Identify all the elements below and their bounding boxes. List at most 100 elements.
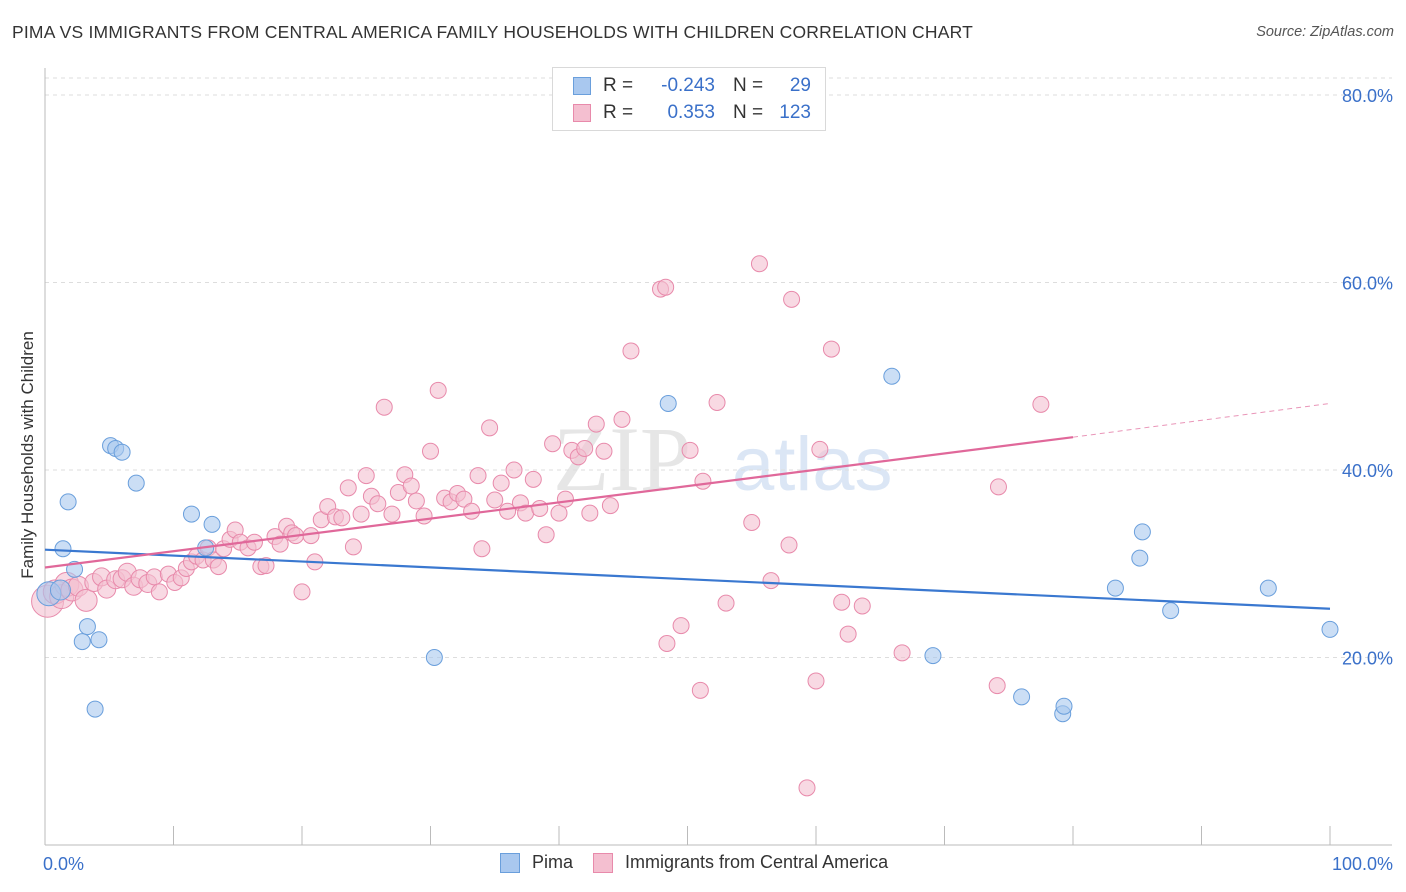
immigrants-point: [375, 398, 393, 416]
immigrants-point: [383, 505, 401, 523]
series-swatch-immigrants: [593, 852, 614, 873]
pima-point: [54, 540, 72, 558]
immigrants-point: [672, 617, 690, 635]
pima-point: [1106, 579, 1124, 597]
source-label: Source: ZipAtlas.com: [1256, 24, 1394, 40]
immigrants-point: [595, 442, 613, 460]
immigrants-point: [352, 505, 370, 523]
immigrants-point: [893, 644, 911, 662]
immigrants-point: [339, 479, 357, 497]
pima-trend-line: [44, 548, 1331, 610]
immigrants-point: [531, 499, 549, 517]
immigrants-point: [587, 415, 605, 433]
immigrants-point: [807, 672, 825, 690]
immigrants-point: [613, 410, 631, 428]
pima-point: [1055, 697, 1073, 715]
immigrants-point: [407, 492, 425, 510]
immigrants-point: [344, 538, 362, 556]
immigrants-point: [1032, 395, 1050, 413]
immigrants-point: [691, 681, 709, 699]
pima-point: [425, 649, 443, 666]
immigrants-point: [853, 597, 871, 615]
pima-point: [78, 618, 96, 636]
series-label-immigrants: Immigrants from Central America: [625, 852, 889, 872]
immigrants-point: [415, 507, 433, 525]
immigrants-point: [822, 340, 840, 358]
x-tick-label: 0.0%: [43, 854, 84, 874]
series-legend-pima[interactable]: Pima: [500, 852, 573, 873]
pima-point: [127, 474, 145, 492]
series-legend-immigrants[interactable]: Immigrants from Central America: [593, 852, 888, 873]
immigrants-point: [798, 779, 816, 797]
immigrants-point: [455, 490, 473, 508]
pima-point: [203, 515, 221, 533]
immigrants-point: [209, 558, 227, 576]
series-swatch-pima: [500, 852, 520, 873]
immigrants-point: [581, 504, 599, 522]
immigrants-point: [271, 535, 289, 553]
pima-point: [883, 367, 901, 385]
y-tick-label: 80.0%: [1342, 86, 1393, 106]
pima-point: [113, 443, 131, 461]
immigrants-point: [833, 593, 851, 611]
legend-r-label: R =: [603, 75, 634, 96]
pima-point: [182, 505, 200, 523]
legend-r-value: -0.243: [661, 75, 715, 96]
immigrants-point: [74, 588, 98, 612]
immigrants-point: [694, 472, 712, 490]
immigrants-point: [657, 278, 675, 296]
y-tick-label: 60.0%: [1342, 274, 1393, 294]
series-legend: Pima Immigrants from Central America: [500, 852, 908, 873]
pima-point: [1131, 549, 1149, 567]
series-label-pima: Pima: [532, 852, 574, 872]
immigrants-point: [762, 572, 780, 590]
pima-point: [1162, 602, 1180, 620]
immigrants-point: [780, 536, 798, 554]
immigrants-point: [429, 381, 447, 399]
correlation-legend: R = -0.243 N = 29 R = 0.353 N = 123: [552, 67, 826, 131]
pima-point: [659, 394, 677, 412]
pima-point: [924, 647, 942, 665]
immigrants-point: [473, 540, 491, 558]
immigrants-point: [556, 490, 574, 508]
immigrants-point: [150, 583, 168, 601]
immigrants-point: [681, 441, 699, 459]
immigrants-point: [486, 491, 504, 509]
immigrants-point: [750, 255, 768, 273]
pima-point: [1013, 688, 1031, 706]
legend-r-value: 0.353: [667, 102, 715, 123]
immigrants-point: [537, 526, 555, 544]
immigrants-point: [708, 394, 726, 411]
immigrants-point: [622, 342, 640, 360]
immigrants-point: [601, 497, 619, 515]
legend-n-label: N =: [733, 75, 764, 96]
pima-point: [86, 700, 104, 718]
pima-point: [1133, 523, 1151, 541]
immigrants-trend-extension: [1072, 402, 1331, 438]
immigrants-point: [293, 583, 311, 601]
immigrants-point: [550, 504, 568, 522]
immigrants-point: [463, 502, 481, 520]
legend-n-value: 123: [779, 102, 811, 123]
immigrants-point: [422, 442, 439, 460]
chart-title: PIMA VS IMMIGRANTS FROM CENTRAL AMERICA …: [12, 22, 973, 42]
legend-r-label: R =: [603, 102, 634, 123]
immigrants-point: [544, 435, 562, 453]
legend-swatch-pima: [573, 77, 591, 95]
pima-point: [1259, 579, 1277, 597]
pima-point: [59, 493, 77, 511]
immigrants-point: [524, 470, 542, 488]
legend-n-value: 29: [789, 75, 811, 96]
y-tick-label: 20.0%: [1342, 649, 1393, 669]
legend-swatch-immigrants: [573, 104, 591, 122]
legend-row-pima: R = -0.243 N = 29: [573, 73, 811, 99]
y-tick-label: 40.0%: [1342, 461, 1393, 481]
immigrants-point: [576, 439, 594, 457]
legend-n-label: N =: [733, 102, 764, 123]
immigrants-point: [257, 557, 275, 575]
immigrants-point: [658, 634, 676, 652]
pima-point: [66, 560, 84, 578]
immigrants-point: [492, 474, 510, 492]
immigrants-trend-line: [44, 436, 1074, 569]
watermark-atlas: atlas: [732, 422, 893, 507]
